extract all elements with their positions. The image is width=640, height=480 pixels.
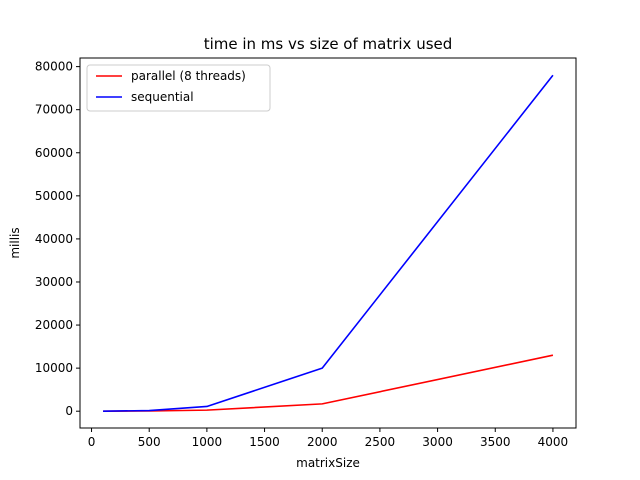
y-tick-label: 30000 bbox=[35, 275, 73, 289]
plot-frame bbox=[79, 57, 577, 429]
y-tick-label: 0 bbox=[65, 404, 73, 418]
x-tick-label: 0 bbox=[88, 435, 96, 449]
y-tick-label: 70000 bbox=[35, 103, 73, 117]
y-tick-label: 20000 bbox=[35, 318, 73, 332]
legend-box bbox=[86, 64, 271, 112]
x-tick-label: 3000 bbox=[422, 435, 453, 449]
y-tick-label: 10000 bbox=[35, 361, 73, 375]
x-axis-label: matrixSize bbox=[296, 456, 360, 470]
x-tick-label: 2000 bbox=[307, 435, 338, 449]
y-tick-label: 60000 bbox=[35, 146, 73, 160]
chart-title: time in ms vs size of matrix used bbox=[204, 35, 453, 53]
y-axis-label: millis bbox=[8, 227, 22, 258]
x-tick-label: 1500 bbox=[249, 435, 280, 449]
y-axis-ticks: 0 10000 20000 30000 40000 50000 60000 70000 8000… bbox=[35, 60, 80, 418]
y-tick-label: 40000 bbox=[35, 232, 73, 246]
x-tick-label: 1000 bbox=[192, 435, 223, 449]
y-tick-label: 50000 bbox=[35, 189, 73, 203]
series-layer bbox=[103, 74, 554, 413]
x-tick-label: 4000 bbox=[538, 435, 569, 449]
y-tick-label: 80000 bbox=[35, 60, 73, 74]
x-tick-label: 500 bbox=[138, 435, 161, 449]
legend-label-sequential: sequential bbox=[131, 90, 194, 104]
legend-label-parallel: parallel (8 threads) bbox=[131, 69, 246, 83]
legend: parallel (8 threads) sequential bbox=[86, 64, 271, 112]
x-axis-ticks: 0 500 1000 1500 2000 2500 3000 3500 4000 bbox=[88, 428, 568, 449]
x-tick-label: 3500 bbox=[480, 435, 511, 449]
series-line-sequential bbox=[103, 74, 554, 412]
x-tick-label: 2500 bbox=[365, 435, 396, 449]
plot-area bbox=[80, 58, 576, 428]
